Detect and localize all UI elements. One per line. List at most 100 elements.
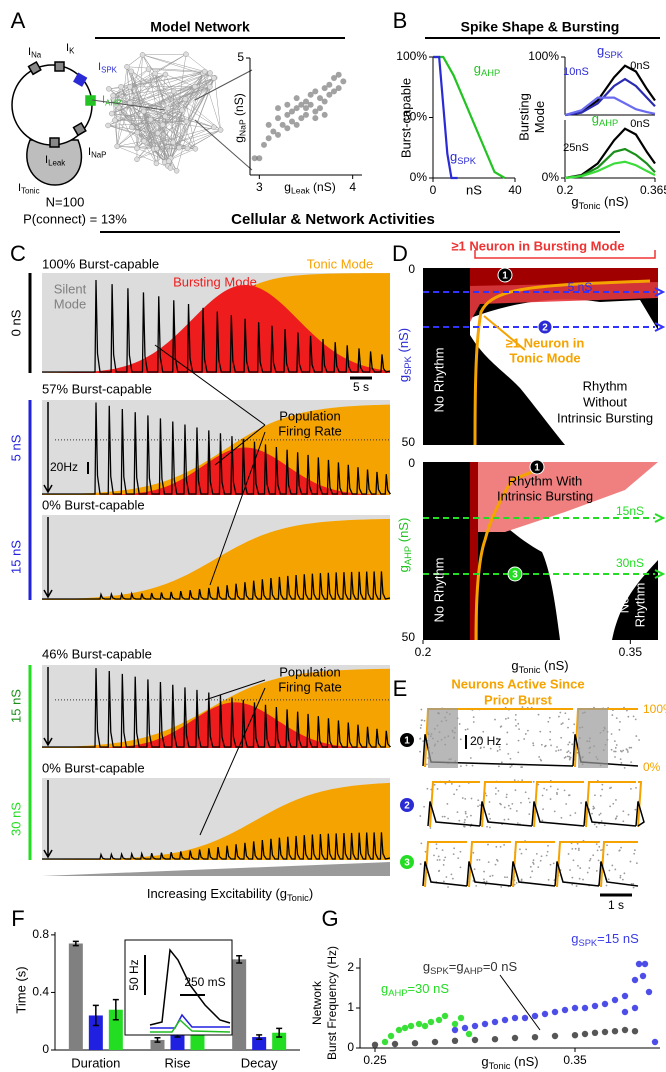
- spike-dot: [495, 846, 497, 848]
- scale-label: 20 Hz: [470, 734, 501, 748]
- spike-dot: [604, 824, 606, 826]
- node: [129, 69, 134, 74]
- subscript: Tonic: [489, 1061, 511, 1071]
- spike-dot: [515, 789, 517, 791]
- y-tick-label: 0%: [542, 170, 560, 184]
- mode-label: Tonic Mode: [307, 256, 373, 271]
- spike-dot: [630, 761, 632, 763]
- scale-label: 20Hz: [50, 460, 78, 474]
- x-axis-label: gTonic (nS): [481, 1054, 538, 1071]
- text-part: ): [309, 886, 313, 901]
- spike-dot: [572, 732, 574, 734]
- point: [552, 1033, 558, 1039]
- text-part: (nS): [510, 1054, 538, 1069]
- text-part: g: [450, 149, 457, 164]
- point: [312, 88, 318, 94]
- spike-dot: [596, 870, 598, 872]
- point: [408, 1023, 414, 1029]
- spike-dot: [516, 810, 518, 812]
- spike-dot: [472, 852, 474, 854]
- mode-label: Mode: [54, 296, 87, 311]
- spike-dot: [489, 801, 491, 803]
- y-tick-label: 1: [347, 1000, 354, 1014]
- spike-dot: [569, 794, 571, 796]
- spike-dot: [627, 751, 629, 753]
- spike-dot: [600, 795, 602, 797]
- spike-dot: [517, 723, 519, 725]
- row-label: 57% Burst-capable: [42, 381, 152, 396]
- line-label: 15 nS: [579, 312, 610, 326]
- node: [153, 71, 158, 76]
- point: [552, 1009, 558, 1015]
- point: [572, 1005, 578, 1011]
- spike-dot: [516, 882, 518, 884]
- spike-dot: [547, 721, 549, 723]
- node: [148, 117, 153, 122]
- spike-dot: [503, 844, 505, 846]
- y-axis-label: Burst Frequency (Hz): [325, 946, 339, 1060]
- spike-dot: [633, 887, 635, 889]
- panel-title: Neurons Active Since: [451, 676, 584, 691]
- node: [129, 125, 134, 130]
- spike-dot: [475, 885, 477, 887]
- node: [128, 84, 133, 89]
- node: [163, 72, 168, 77]
- x-tick-label: Duration: [71, 1055, 120, 1070]
- spike-dot: [589, 860, 591, 862]
- spike-dot: [620, 762, 622, 764]
- spike-dot: [621, 751, 623, 753]
- spike-dot: [592, 808, 594, 810]
- spike-dot: [571, 884, 573, 886]
- spike-dot: [420, 843, 422, 845]
- subscript: Tonic: [21, 186, 40, 195]
- spike-dot: [446, 876, 448, 878]
- spike-dot: [489, 827, 491, 829]
- spike-dot: [634, 809, 636, 811]
- spike-dot: [444, 857, 446, 859]
- spike-dot: [541, 820, 543, 822]
- spike-dot: [497, 750, 499, 752]
- text-part: g: [571, 931, 578, 946]
- spike-dot: [443, 859, 445, 861]
- point: [652, 1039, 658, 1045]
- spike-dot: [622, 820, 624, 822]
- spike-dot: [460, 851, 462, 853]
- point: [458, 1015, 464, 1021]
- spike-dot: [419, 751, 421, 753]
- point: [636, 961, 642, 967]
- spike-dot: [627, 749, 629, 751]
- point: [572, 1032, 578, 1038]
- series-label: gAHP: [474, 61, 500, 78]
- spike-dot: [437, 788, 439, 790]
- series-line: [565, 162, 655, 178]
- subscript: SPK: [457, 156, 476, 166]
- point: [436, 1017, 442, 1023]
- spike-dot: [600, 813, 602, 815]
- spike-dot: [420, 863, 422, 865]
- point: [322, 112, 328, 118]
- row-label: 0% Burst-capable: [42, 497, 145, 512]
- spike-dot: [596, 843, 598, 845]
- figure: ABCDEFGModel NetworkSpike Shape & Bursti…: [0, 0, 666, 1072]
- spike-dot: [525, 791, 527, 793]
- spike-dot: [567, 744, 569, 746]
- spike-dot: [548, 879, 550, 881]
- spike-dot: [545, 745, 547, 747]
- point: [336, 85, 342, 91]
- marker-label: 1: [404, 736, 410, 747]
- subscript: SPK: [101, 65, 118, 74]
- point: [512, 1035, 518, 1041]
- point: [622, 1027, 628, 1033]
- subscript: Leak: [48, 158, 65, 167]
- condition-label: 0 nS: [8, 309, 23, 336]
- subscript: AHP: [388, 988, 407, 998]
- point: [308, 102, 314, 108]
- x-tick-label: 3: [256, 180, 263, 194]
- spike-dot: [570, 757, 572, 759]
- text-part: (nS): [600, 194, 628, 209]
- spike-dot: [509, 766, 511, 768]
- point: [512, 1015, 518, 1021]
- spike-dot: [538, 714, 540, 716]
- spike-dot: [506, 732, 508, 734]
- point: [396, 1027, 402, 1033]
